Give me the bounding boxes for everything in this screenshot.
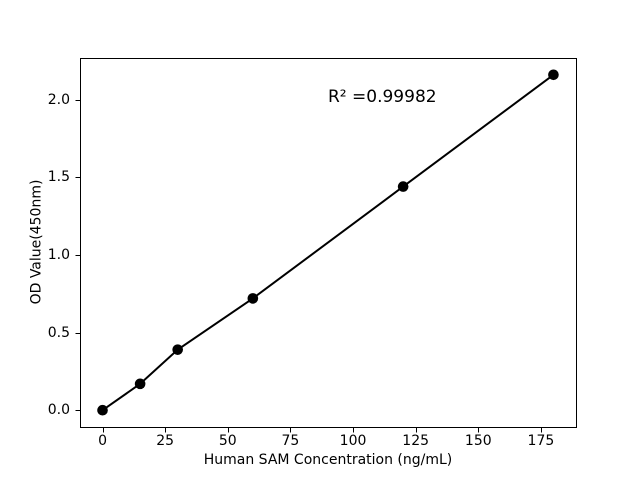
- x-tick-label: 150: [464, 433, 492, 449]
- y-tick-label: 0.5: [47, 324, 70, 341]
- data-point-marker: [247, 293, 259, 304]
- y-tick-label: 0.0: [47, 402, 70, 419]
- x-tick-label: 125: [402, 433, 430, 449]
- x-tick-label: 50: [218, 433, 237, 449]
- x-tick-label: 175: [527, 433, 555, 449]
- y-tick-label: 1.5: [47, 169, 70, 186]
- data-point-marker: [134, 378, 146, 390]
- x-tick-label: 100: [339, 433, 367, 449]
- data-point-marker: [548, 69, 559, 81]
- data-point-marker: [172, 344, 183, 355]
- standard-curve-line: [101, 73, 555, 412]
- x-axis-label: Human SAM Concentration (ng/mL): [203, 452, 453, 468]
- plot-spines: [80, 58, 577, 428]
- data-point-marker: [97, 404, 108, 416]
- r-squared-annotation: R² =0.99982: [328, 87, 437, 107]
- x-tick-label: 75: [281, 433, 300, 449]
- y-tick-label: 1.0: [47, 246, 70, 263]
- data-point-marker: [397, 181, 409, 192]
- x-tick-label: 25: [156, 433, 175, 449]
- y-tick-label: 2.0: [47, 91, 70, 108]
- y-axis-label: OD Value(450nm): [28, 179, 45, 305]
- x-tick-label: 0: [98, 433, 107, 449]
